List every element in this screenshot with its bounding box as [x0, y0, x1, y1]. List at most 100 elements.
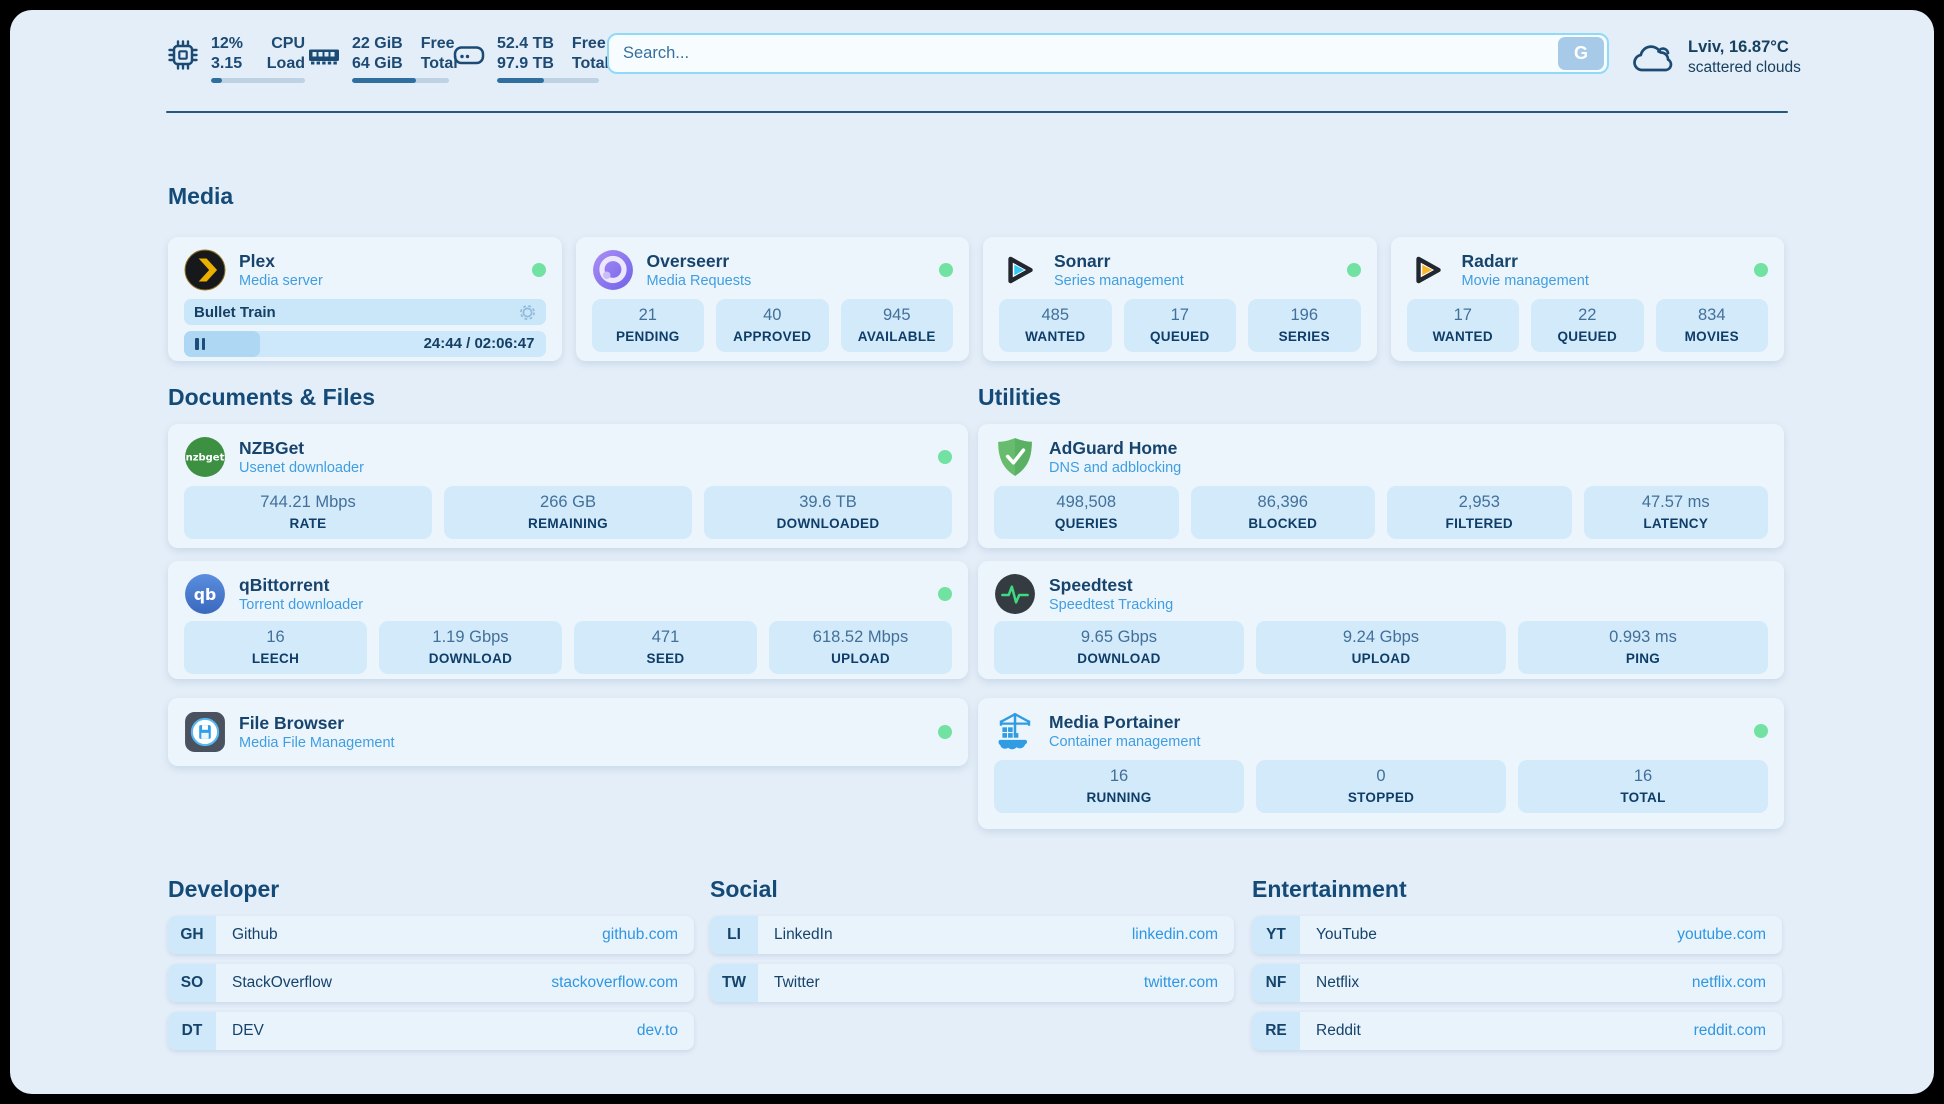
- playback-time: 24:44 / 02:06:47: [423, 335, 535, 352]
- nzbget-card[interactable]: nzbget NZBGet Usenet downloader 744.21 M…: [168, 424, 968, 548]
- link-youtube[interactable]: YT YouTube youtube.com: [1252, 916, 1782, 954]
- stat-downloaded: 39.6 TB DOWNLOADED: [704, 486, 952, 540]
- link-tag: NF: [1252, 964, 1300, 1002]
- link-github[interactable]: GH Github github.com: [168, 916, 694, 954]
- search-input[interactable]: [609, 44, 1558, 63]
- stat-ping: 0.993 ms PING: [1518, 621, 1768, 675]
- section-title-social: Social: [710, 876, 778, 902]
- status-dot: [939, 263, 953, 277]
- plex-card[interactable]: Plex Media server Bullet Train 24:44 / 0…: [168, 237, 562, 361]
- memory-label1: Free: [420, 35, 455, 52]
- memory-widget: 22 GiB Free 64 GiB Total: [306, 34, 458, 83]
- link-url: reddit.com: [1693, 1022, 1766, 1039]
- svg-text:qb: qb: [194, 585, 217, 604]
- disk-label2: Total: [571, 55, 609, 72]
- adguard-card[interactable]: AdGuard Home DNS and adblocking 498,508 Q…: [978, 424, 1784, 548]
- stat-queued: 17 QUEUED: [1123, 299, 1236, 353]
- speedtest-card[interactable]: Speedtest Speedtest Tracking 9.65 Gbps DO…: [978, 561, 1784, 679]
- section-title-documents: Documents & Files: [168, 384, 376, 410]
- status-dot: [938, 587, 952, 601]
- radarr-card[interactable]: Radarr Movie management 17 WANTED 22 QUEUE…: [1390, 237, 1784, 361]
- portainer-icon: [994, 710, 1036, 752]
- pause-icon: [195, 338, 205, 350]
- qbittorrent-icon: qb: [184, 573, 226, 615]
- link-name: Reddit: [1316, 1022, 1361, 1039]
- media-cards-row: Plex Media server Bullet Train 24:44 / 0…: [168, 237, 1784, 361]
- filebrowser-card[interactable]: File Browser Media File Management: [168, 698, 968, 766]
- link-tag: DT: [168, 1012, 216, 1050]
- link-linkedin[interactable]: LI LinkedIn linkedin.com: [710, 916, 1234, 954]
- adguard-icon: [994, 436, 1036, 478]
- link-name: Netflix: [1316, 974, 1360, 991]
- ram-icon: [309, 49, 339, 65]
- app-name: Overseerr: [646, 250, 730, 271]
- link-tag: YT: [1252, 916, 1300, 954]
- link-url: stackoverflow.com: [551, 974, 678, 991]
- portainer-card[interactable]: Media Portainer Container management 16 R…: [978, 698, 1784, 829]
- sonarr-card[interactable]: Sonarr Series management 485 WANTED 17 QUE…: [983, 237, 1377, 361]
- link-name: LinkedIn: [774, 926, 833, 943]
- disk-progressbar: [497, 78, 599, 83]
- nzbget-icon: nzbget: [184, 436, 226, 478]
- link-url: youtube.com: [1677, 926, 1766, 943]
- cpu-icon: [168, 40, 198, 70]
- app-desc: Torrent downloader: [239, 596, 364, 613]
- section-title-developer: Developer: [168, 876, 280, 902]
- link-tag: LI: [710, 916, 758, 954]
- memory-progressbar: [352, 78, 449, 83]
- disk-total: 97.9 TB: [497, 55, 554, 72]
- disk-free: 52.4 TB: [497, 35, 554, 52]
- now-playing-bar: Bullet Train: [184, 299, 546, 325]
- cpu-load: 3.15: [211, 55, 243, 72]
- stat-rate: 744.21 Mbps RATE: [184, 486, 432, 540]
- link-dev[interactable]: DT DEV dev.to: [168, 1012, 694, 1050]
- cpu-label1: CPU: [271, 35, 305, 52]
- app-name: File Browser: [239, 712, 345, 733]
- app-desc: Media Requests: [646, 272, 752, 289]
- link-name: DEV: [232, 1022, 264, 1039]
- disk-widget: 52.4 TB Free 97.9 TB Total: [451, 34, 609, 83]
- app-desc: Usenet downloader: [239, 459, 364, 476]
- plex-icon: [184, 249, 226, 291]
- link-tag: RE: [1252, 1012, 1300, 1050]
- entertainment-links: YT YouTube youtube.com NF Netflix netfli…: [1252, 916, 1782, 1050]
- memory-total: 64 GiB: [352, 55, 403, 72]
- stat-seed: 471 SEED: [574, 621, 757, 675]
- stat-filtered: 2,953 FILTERED: [1387, 486, 1572, 540]
- svg-text:nzbget: nzbget: [186, 453, 225, 464]
- app-name: Plex: [239, 250, 275, 271]
- stat-available: 945 AVAILABLE: [840, 299, 953, 353]
- stat-queued: 22 QUEUED: [1531, 299, 1644, 353]
- cpu-usage: 12%: [211, 35, 244, 52]
- app-desc: Media server: [239, 272, 323, 289]
- cpu-progressbar: [211, 78, 305, 83]
- link-reddit[interactable]: RE Reddit reddit.com: [1252, 1012, 1782, 1050]
- stat-latency: 47.57 ms LATENCY: [1583, 486, 1768, 540]
- link-name: Github: [232, 926, 278, 943]
- sonarr-icon: [999, 249, 1041, 291]
- stat-blocked: 86,396 BLOCKED: [1190, 486, 1375, 540]
- link-url: github.com: [602, 926, 678, 943]
- link-url: linkedin.com: [1131, 926, 1218, 943]
- overseerr-card[interactable]: Overseerr Media Requests 21 PENDING 40 APP…: [575, 237, 969, 361]
- app-desc: Container management: [1049, 733, 1201, 750]
- stat-download: 1.19 Gbps DOWNLOAD: [379, 621, 562, 675]
- stat-leech: 16 LEECH: [184, 621, 367, 675]
- playback-progress: 24:44 / 02:06:47: [184, 331, 546, 357]
- link-twitter[interactable]: TW Twitter twitter.com: [710, 964, 1234, 1002]
- search-engine-button[interactable]: G: [1558, 37, 1604, 70]
- link-url: twitter.com: [1143, 974, 1218, 991]
- developer-links: GH Github github.com SO StackOverflow st…: [168, 916, 694, 1050]
- stat-pending: 21 PENDING: [591, 299, 704, 353]
- disk-icon: [453, 46, 485, 65]
- stat-approved: 40 APPROVED: [716, 299, 829, 353]
- stat-total: 16 TOTAL: [1518, 760, 1768, 814]
- app-desc: Media File Management: [239, 734, 395, 751]
- overseerr-icon: [592, 249, 634, 291]
- qbittorrent-card[interactable]: qb qBittorrent Torrent downloader 16 LEEC…: [168, 561, 968, 679]
- stat-wanted: 17 WANTED: [1406, 299, 1519, 353]
- link-stackoverflow[interactable]: SO StackOverflow stackoverflow.com: [168, 964, 694, 1002]
- link-name: Twitter: [774, 974, 820, 991]
- link-netflix[interactable]: NF Netflix netflix.com: [1252, 964, 1782, 1002]
- disk-label1: Free: [571, 35, 606, 52]
